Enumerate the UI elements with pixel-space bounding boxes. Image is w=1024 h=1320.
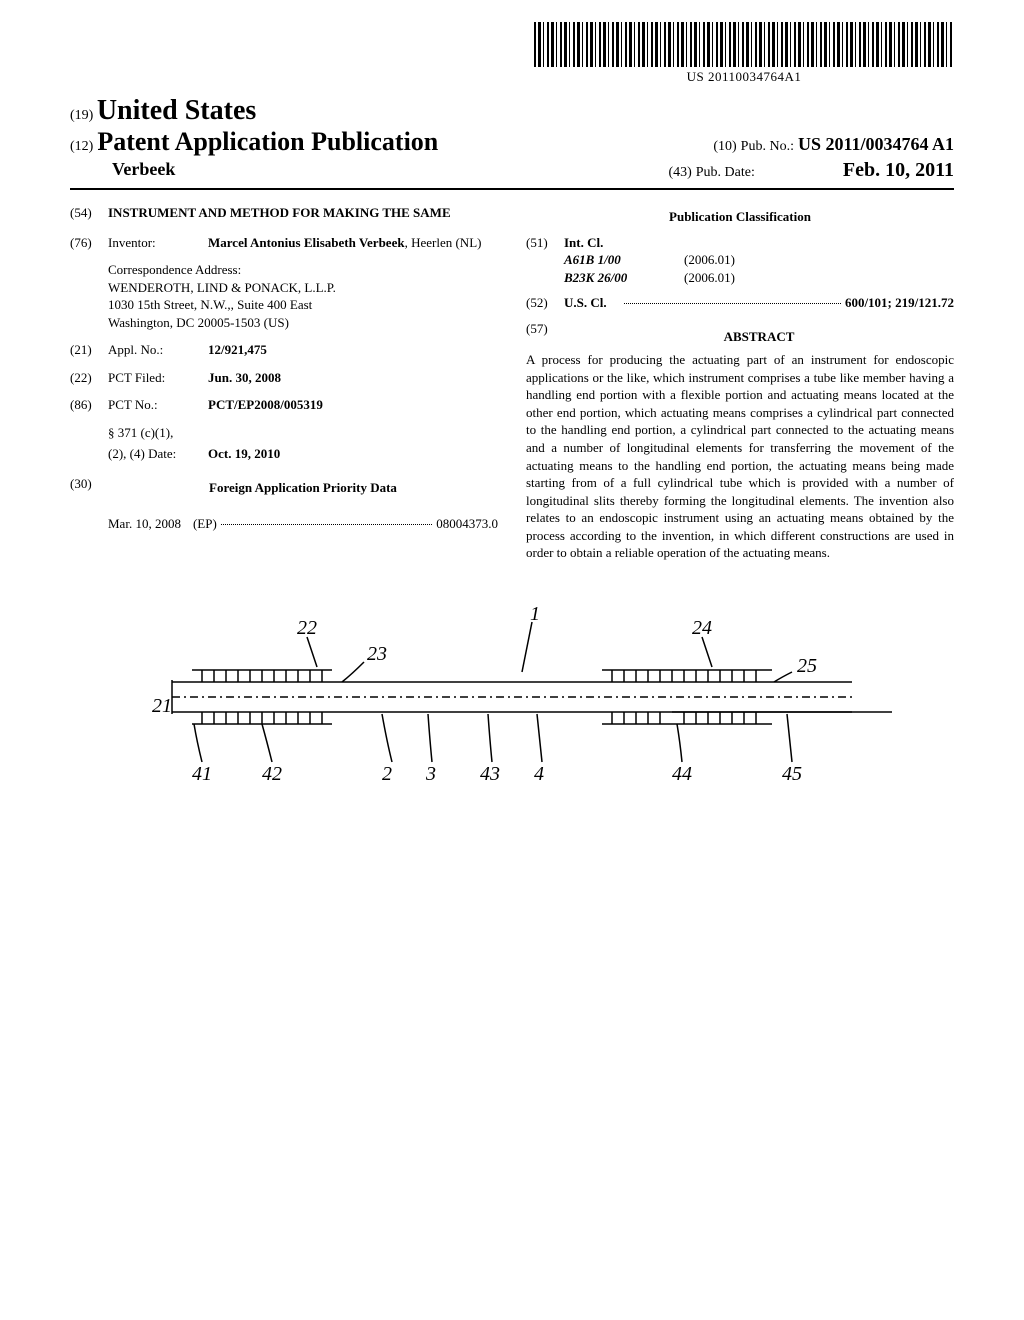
code-54: (54)	[70, 204, 108, 222]
abstract-text: A process for producing the actuating pa…	[526, 351, 954, 562]
priority-date: Mar. 10, 2008	[108, 515, 181, 533]
code-30: (30)	[70, 475, 108, 505]
fig-label-23: 23	[367, 643, 387, 665]
pub-date: Feb. 10, 2011	[843, 159, 954, 181]
intcl-2-date: (2006.01)	[684, 269, 735, 287]
left-column: (54) INSTRUMENT AND METHOD FOR MAKING TH…	[70, 204, 498, 562]
priority-no: 08004373.0	[436, 515, 498, 533]
intcl-1-code: A61B 1/00	[564, 251, 684, 269]
fig-label-43: 43	[480, 763, 500, 785]
corr-line3: Washington, DC 20005-1503 (US)	[108, 314, 498, 332]
pub-no-label: Pub. No.:	[741, 139, 794, 154]
uscl-label: U.S. Cl.	[564, 294, 620, 312]
pct-no-label: PCT No.:	[108, 396, 208, 414]
divider	[70, 188, 954, 190]
priority-cc: (EP)	[193, 515, 217, 533]
code-21: (21)	[70, 341, 108, 359]
right-column: Publication Classification (51) Int. Cl.…	[526, 204, 954, 562]
pct-filed-label: PCT Filed:	[108, 369, 208, 387]
appl-no: 12/921,475	[208, 341, 267, 359]
fig-label-21: 21	[152, 695, 172, 717]
s371-date-label: (2), (4) Date:	[108, 445, 208, 463]
s371-date: Oct. 19, 2010	[208, 445, 280, 463]
code-57: (57)	[526, 320, 564, 352]
fig-label-44: 44	[672, 763, 692, 785]
patent-drawing: 1 22 24 23 25 21 41 42 2 3 43 4 44 45	[132, 602, 892, 802]
corr-line1: WENDEROTH, LIND & PONACK, L.L.P.	[108, 279, 498, 297]
code-86: (86)	[70, 396, 108, 414]
corr-label: Correspondence Address:	[108, 261, 498, 279]
classification-heading: Publication Classification	[526, 208, 954, 226]
pub-date-label: Pub. Date:	[696, 165, 755, 180]
author: Verbeek	[70, 159, 175, 182]
barcode-text: US 20110034764A1	[534, 69, 954, 85]
inventor-loc: , Heerlen (NL)	[405, 235, 482, 250]
pct-no: PCT/EP2008/005319	[208, 396, 323, 414]
inventor-name: Marcel Antonius Elisabeth Verbeek	[208, 235, 405, 250]
code-19: (19)	[70, 108, 93, 123]
fig-label-42: 42	[262, 763, 282, 785]
invention-title: INSTRUMENT AND METHOD FOR MAKING THE SAM…	[108, 204, 451, 222]
inventor-label: Inventor:	[108, 234, 208, 252]
uscl-value: 600/101; 219/121.72	[845, 294, 954, 312]
intcl-1-date: (2006.01)	[684, 251, 735, 269]
abstract-heading: ABSTRACT	[564, 328, 954, 346]
fig-label-41: 41	[192, 763, 212, 785]
bibliographic-columns: (54) INSTRUMENT AND METHOD FOR MAKING TH…	[70, 204, 954, 562]
fig-label-22: 22	[297, 617, 317, 639]
code-51: (51)	[526, 234, 564, 252]
fig-label-3: 3	[425, 763, 436, 785]
fig-label-24: 24	[692, 617, 712, 639]
code-10: (10)	[713, 139, 736, 154]
code-22: (22)	[70, 369, 108, 387]
priority-heading: Foreign Application Priority Data	[108, 479, 498, 497]
code-12: (12)	[70, 139, 93, 154]
barcode	[534, 22, 954, 67]
code-52: (52)	[526, 294, 564, 312]
dots-leader-uscl	[624, 294, 841, 304]
code-43: (43)	[668, 165, 691, 180]
dots-leader	[221, 515, 432, 525]
fig-label-2: 2	[382, 763, 392, 785]
fig-label-1: 1	[530, 603, 540, 625]
intcl-2-code: B23K 26/00	[564, 269, 684, 287]
fig-label-45: 45	[782, 763, 802, 785]
figure: 1 22 24 23 25 21 41 42 2 3 43 4 44 45	[70, 602, 954, 807]
code-76: (76)	[70, 234, 108, 252]
pub-no: US 2011/0034764 A1	[798, 134, 954, 154]
s371-label: § 371 (c)(1),	[108, 424, 208, 442]
fig-label-25: 25	[797, 655, 817, 677]
intcl-label: Int. Cl.	[564, 234, 603, 252]
country: United States	[97, 95, 256, 126]
fig-label-4: 4	[534, 763, 544, 785]
publication-type: Patent Application Publication	[97, 127, 438, 156]
header: (19) United States (12) Patent Applicati…	[70, 95, 954, 182]
pct-filed: Jun. 30, 2008	[208, 369, 281, 387]
appl-label: Appl. No.:	[108, 341, 208, 359]
barcode-region: US 20110034764A1	[534, 22, 954, 85]
corr-line2: 1030 15th Street, N.W.,, Suite 400 East	[108, 296, 498, 314]
